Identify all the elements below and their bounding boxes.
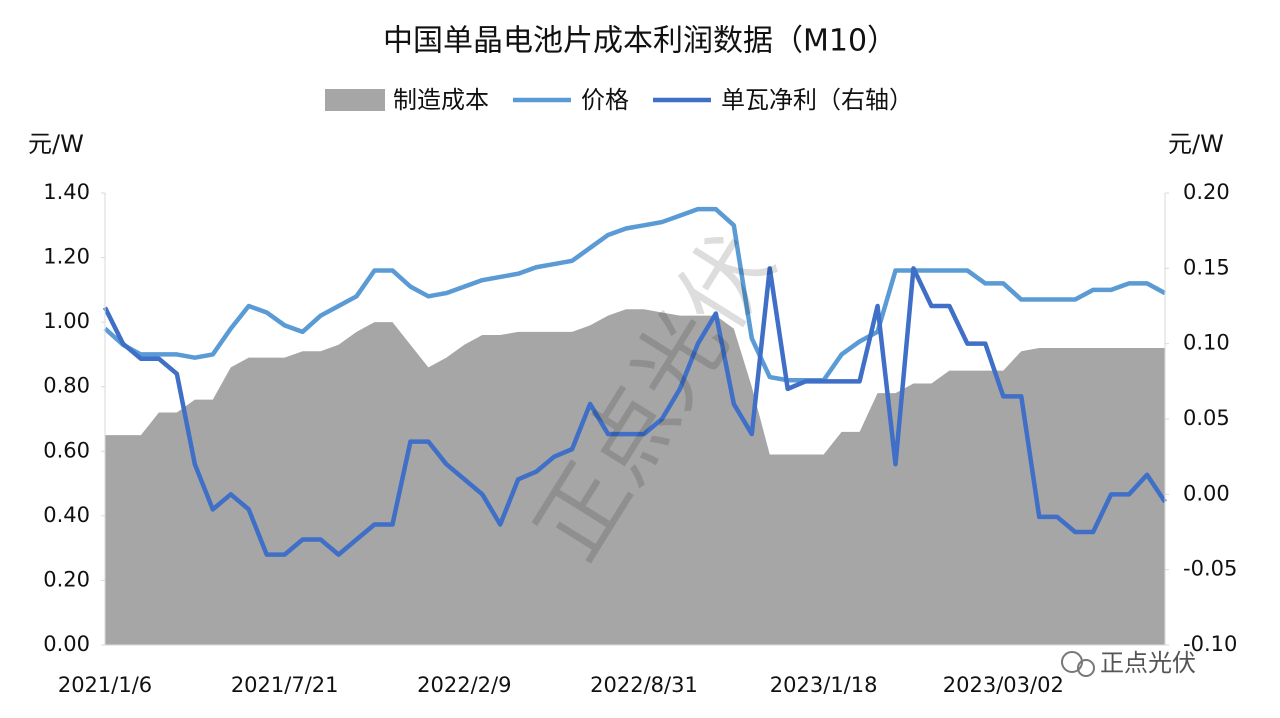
y-axis-label: 元/W (28, 130, 84, 158)
y2-tick-label: 0.15 (1183, 255, 1230, 279)
y-tick-label: 0.60 (43, 438, 90, 462)
x-tick-label: 2023/1/18 (770, 673, 878, 697)
logo-icon (1077, 659, 1095, 677)
y-tick-label: 0.80 (43, 374, 90, 398)
y-tick-label: 0.00 (43, 632, 90, 656)
x-tick-label: 2021/7/21 (231, 673, 339, 697)
legend-swatch (325, 89, 385, 111)
chart-title: 中国单晶电池片成本利润数据（M10） (383, 24, 897, 59)
y-tick-label: 1.00 (43, 309, 90, 333)
y-tick-label: 0.40 (43, 503, 90, 527)
x-tick-label: 2021/1/6 (58, 673, 152, 697)
logo-text: 正点光伏 (1100, 649, 1196, 677)
y2-tick-label: 0.05 (1183, 406, 1230, 430)
y2-tick-label: 0.20 (1183, 180, 1230, 204)
line (102, 266, 1167, 557)
y2-tick-label: -0.05 (1183, 557, 1237, 581)
legend-label: 价格 (581, 86, 629, 114)
line (103, 206, 1167, 383)
y-tick-label: 0.20 (43, 567, 90, 591)
y-tick-label: 1.40 (43, 180, 90, 204)
plot-area (102, 206, 1167, 645)
x-tick-label: 2023/03/02 (943, 673, 1064, 697)
legend-label: 单瓦净利（右轴） (721, 86, 913, 114)
y2-tick-label: 0.00 (1183, 481, 1230, 505)
y-tick-label: 1.20 (43, 245, 90, 269)
x-tick-label: 2022/8/31 (590, 673, 698, 697)
y2-axis-label: 元/W (1168, 130, 1224, 158)
x-tick-label: 2022/2/9 (417, 673, 511, 697)
y2-tick-label: 0.10 (1183, 331, 1230, 355)
legend-label: 制造成本 (393, 86, 489, 114)
legend: 制造成本 价格 单瓦净利（右轴） (325, 86, 913, 114)
logo: 正点光伏 (1061, 649, 1196, 677)
y2-tick-label: -0.10 (1183, 632, 1237, 656)
